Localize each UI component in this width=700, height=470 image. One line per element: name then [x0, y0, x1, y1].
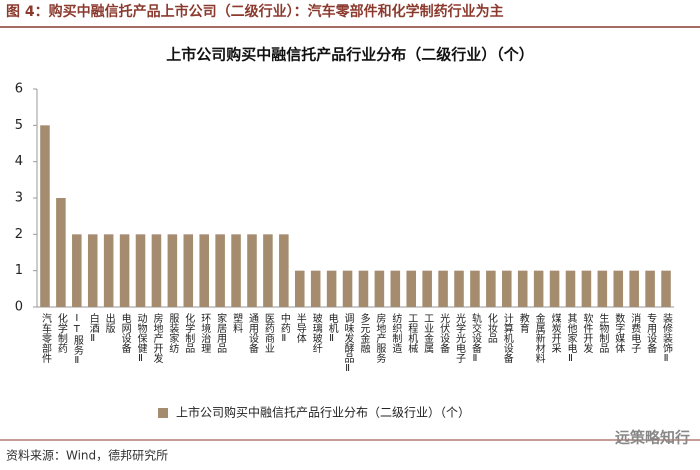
- bar: [358, 270, 369, 307]
- bar: [72, 234, 82, 307]
- x-tick-label: 半导体: [294, 312, 306, 344]
- bar: [565, 270, 576, 307]
- bar: [87, 234, 98, 307]
- x-tick-label: 工业金属: [422, 313, 434, 354]
- chart-title: 上市公司购买中融信托产品行业分布（二级行业）（个）: [166, 46, 534, 64]
- x-tick-label: 轨交设备Ⅱ: [469, 312, 481, 364]
- bar: [597, 270, 608, 307]
- bar: [294, 270, 305, 307]
- x-tick-label: 生物制品: [597, 312, 609, 354]
- x-tick-label: 塑料: [231, 313, 243, 334]
- bar: [581, 270, 592, 307]
- x-tick-label: 服装家纺: [167, 313, 179, 354]
- x-tick-label: 软件开发: [581, 312, 593, 354]
- x-tick-label: 汽车零部件: [39, 312, 51, 364]
- x-tick-label: 家居用品: [215, 312, 227, 354]
- x-tick-label: 其他家电Ⅱ: [565, 313, 577, 364]
- bar: [151, 234, 162, 307]
- x-tick-label: 白酒Ⅱ: [87, 312, 99, 344]
- x-tick-label: 专用设备: [645, 312, 657, 354]
- bar: [103, 234, 114, 307]
- x-tick-label: 调味发酵品Ⅱ: [342, 313, 354, 374]
- x-tick-label: 数字媒体: [613, 312, 625, 354]
- bar: [263, 234, 273, 307]
- x-tick-label: 医药商业: [262, 313, 274, 353]
- bar: [533, 270, 544, 307]
- bar: [549, 270, 560, 307]
- bar: [310, 270, 321, 307]
- bar: [613, 270, 624, 307]
- y-tick-label: 2: [15, 227, 23, 242]
- bar: [517, 270, 528, 307]
- bar: [215, 234, 225, 307]
- x-tick-label: 中药Ⅱ: [278, 312, 290, 344]
- x-tick-label: 纺织制造: [390, 312, 402, 353]
- x-tick-label: 化学制药: [55, 312, 67, 354]
- x-tick-label: 房地产开发: [151, 312, 163, 364]
- bar: [486, 270, 496, 307]
- bar: [326, 270, 337, 307]
- x-tick-label: 教育: [517, 312, 529, 334]
- bar: [342, 270, 353, 307]
- bar: [279, 234, 289, 307]
- legend-swatch: [158, 408, 168, 418]
- x-tick-label: 电网设备: [119, 312, 131, 354]
- x-tick-label: 玻璃玻纤: [310, 312, 322, 354]
- x-tick-label: 消费电子: [629, 312, 641, 353]
- x-tick-label: 化妆品: [485, 312, 497, 344]
- y-tick-label: 0: [15, 300, 23, 315]
- source: 资料来源：Wind，德邦研究所: [6, 448, 168, 463]
- y-tick-label: 1: [15, 263, 23, 278]
- bar: [661, 270, 671, 307]
- bar: [406, 270, 417, 307]
- bar: [629, 270, 639, 307]
- x-tick-label: 电机Ⅱ: [326, 312, 338, 344]
- bar: [183, 234, 194, 307]
- figure-header: 图 4：购买中融信托产品上市公司（二级行业）：汽车零部件和化学制药行业为主: [6, 3, 504, 20]
- x-tick-label: 装修装饰Ⅱ: [661, 312, 673, 364]
- x-tick-label: 光伏设备: [438, 312, 450, 354]
- bar: [645, 270, 655, 307]
- bar: [119, 234, 130, 307]
- bar: [502, 270, 512, 307]
- x-tick-label: 煤炭开采: [549, 312, 561, 354]
- bar: [40, 125, 50, 307]
- x-tick-label: 化学制品: [183, 312, 195, 354]
- y-tick-label: 6: [15, 82, 23, 97]
- x-tick-label: 金属新材料: [533, 312, 545, 364]
- legend-label: 上市公司购买中融信托产品行业分布（二级行业）（个）: [176, 405, 470, 420]
- bar: [135, 234, 146, 307]
- bar: [56, 198, 66, 307]
- y-tick-label: 3: [15, 191, 23, 206]
- bar: [231, 234, 241, 307]
- x-tick-label: IT服务Ⅱ: [71, 313, 83, 366]
- x-tick-label: 多元金融: [358, 312, 370, 354]
- x-tick-label: 通用设备: [246, 313, 258, 354]
- x-tick-label: 动物保健Ⅱ: [135, 313, 147, 364]
- bar: [438, 270, 448, 307]
- x-tick-label: 房地产服务: [374, 312, 386, 364]
- x-tick-label: 计算机设备: [501, 312, 513, 364]
- bar: [199, 234, 209, 307]
- y-tick-label: 4: [15, 154, 23, 169]
- watermark: 远策略知行: [615, 429, 690, 447]
- bar: [390, 270, 401, 307]
- bar: [422, 270, 432, 307]
- x-tick-label: 出版: [103, 312, 115, 334]
- bar: [167, 234, 178, 307]
- bar: [454, 270, 464, 307]
- y-tick-label: 5: [15, 118, 23, 133]
- x-tick-label: 光学光电子: [454, 312, 466, 363]
- bar: [247, 234, 257, 307]
- x-tick-label: 工程机械: [406, 313, 418, 354]
- x-tick-label: 环境治理: [199, 313, 211, 353]
- bar: [470, 270, 480, 307]
- bar: [374, 270, 385, 307]
